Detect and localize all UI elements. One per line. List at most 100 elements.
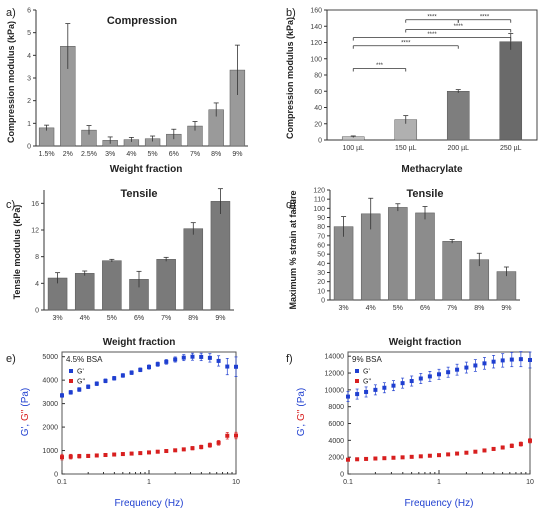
data-point bbox=[482, 361, 487, 366]
data-point bbox=[509, 443, 514, 448]
y-axis-label-part: G' bbox=[296, 426, 307, 436]
y-tick-label: 8 bbox=[35, 254, 39, 261]
data-point bbox=[103, 452, 108, 457]
y-tick-label: 12 bbox=[31, 228, 39, 235]
x-tick-label: 1 bbox=[147, 479, 151, 486]
y-axis-label: G', G'' (Pa) bbox=[296, 388, 307, 437]
legend-label: G'' bbox=[77, 379, 85, 386]
x-tick-label: 250 µL bbox=[500, 145, 522, 152]
y-tick-label: 20 bbox=[317, 279, 325, 286]
data-point bbox=[77, 387, 82, 392]
y-tick-label: 160 bbox=[310, 8, 322, 15]
y-tick-label: 0 bbox=[35, 308, 39, 315]
y-tick-label: 6 bbox=[27, 8, 31, 15]
y-tick-label: 80 bbox=[317, 224, 325, 231]
data-point bbox=[138, 367, 143, 372]
data-point bbox=[518, 357, 523, 362]
data-point bbox=[94, 453, 99, 458]
x-tick-label: 5% bbox=[148, 151, 158, 158]
x-tick-label: 1 bbox=[437, 479, 441, 486]
x-tick-label: 0.1 bbox=[343, 479, 353, 486]
y-tick-label: 0 bbox=[54, 472, 58, 479]
y-axis-label-part: G'' bbox=[296, 409, 307, 421]
data-point bbox=[482, 448, 487, 453]
data-point bbox=[129, 451, 134, 456]
panel-label: e) bbox=[6, 353, 16, 365]
data-point bbox=[60, 393, 64, 398]
data-point bbox=[364, 456, 369, 461]
panel-label: f) bbox=[286, 353, 293, 365]
x-tick-label: 8% bbox=[211, 151, 221, 158]
y-tick-label: 14000 bbox=[325, 354, 345, 361]
y-tick-label: 4000 bbox=[328, 438, 344, 445]
bar bbox=[415, 212, 435, 301]
data-point bbox=[473, 449, 478, 454]
data-point bbox=[382, 456, 387, 461]
panel-label: b) bbox=[286, 7, 296, 19]
y-tick-label: 0 bbox=[318, 138, 322, 145]
legend-marker bbox=[69, 369, 73, 373]
data-point bbox=[437, 453, 441, 458]
data-point bbox=[120, 452, 125, 457]
data-point bbox=[355, 392, 360, 397]
y-tick-label: 4 bbox=[35, 281, 39, 288]
y-axis-label: Compression modulus (kPa) bbox=[6, 21, 16, 143]
data-point bbox=[500, 445, 505, 450]
y-tick-label: 16 bbox=[31, 201, 39, 208]
data-point bbox=[518, 442, 523, 447]
y-axis-label: Maximum % strain at failure bbox=[288, 190, 298, 309]
legend-marker bbox=[69, 379, 73, 383]
data-point bbox=[234, 364, 238, 369]
data-point bbox=[391, 455, 396, 460]
data-point bbox=[207, 355, 212, 360]
x-axis-label: Methacrylate bbox=[401, 164, 463, 175]
y-tick-label: 3 bbox=[27, 76, 31, 83]
data-point bbox=[382, 385, 387, 390]
data-point bbox=[491, 446, 496, 451]
data-point bbox=[225, 364, 230, 369]
y-tick-label: 30 bbox=[317, 270, 325, 277]
y-axis-label-part: (Pa) bbox=[20, 388, 31, 410]
data-point bbox=[112, 376, 117, 381]
y-tick-label: 120 bbox=[313, 188, 325, 195]
data-point bbox=[464, 450, 469, 455]
y-axis-label: Tensile modulus (kPa) bbox=[12, 205, 22, 300]
data-point bbox=[173, 357, 178, 362]
x-tick-label: 150 µL bbox=[395, 145, 417, 152]
y-tick-label: 140 bbox=[310, 24, 322, 31]
data-point bbox=[112, 452, 117, 457]
y-axis-label: G', G'' (Pa) bbox=[20, 388, 31, 437]
data-point bbox=[418, 376, 423, 381]
y-tick-label: 3000 bbox=[42, 401, 58, 408]
bar bbox=[333, 226, 354, 301]
y-tick-label: 80 bbox=[314, 73, 322, 80]
y-axis-label-part: G' bbox=[20, 426, 31, 436]
x-tick-label: 200 µL bbox=[447, 145, 469, 152]
y-tick-label: 70 bbox=[317, 233, 325, 240]
y-axis-label-part: , bbox=[296, 421, 307, 427]
x-tick-label: 9% bbox=[215, 315, 225, 322]
data-point bbox=[418, 454, 423, 459]
data-point bbox=[155, 449, 160, 454]
y-tick-label: 110 bbox=[314, 197, 325, 204]
significance-label: **** bbox=[480, 14, 490, 20]
x-tick-label: 7% bbox=[447, 305, 457, 312]
y-axis-label-part: (Pa) bbox=[296, 388, 307, 410]
data-point bbox=[216, 440, 221, 445]
data-point bbox=[190, 354, 195, 359]
data-point bbox=[86, 384, 91, 389]
x-axis-label: Frequency (Hz) bbox=[405, 498, 474, 509]
x-tick-label: 7% bbox=[190, 151, 200, 158]
y-tick-label: 8000 bbox=[328, 404, 344, 411]
data-point bbox=[190, 446, 195, 451]
y-axis-label-part: , bbox=[20, 421, 31, 427]
y-tick-label: 1 bbox=[27, 121, 31, 128]
legend-marker bbox=[355, 379, 359, 383]
data-point bbox=[120, 373, 125, 378]
data-point bbox=[346, 457, 350, 462]
y-tick-label: 10 bbox=[317, 288, 325, 295]
bar bbox=[183, 228, 204, 311]
panel-label: d) bbox=[286, 199, 296, 211]
y-tick-label: 100 bbox=[310, 56, 322, 63]
